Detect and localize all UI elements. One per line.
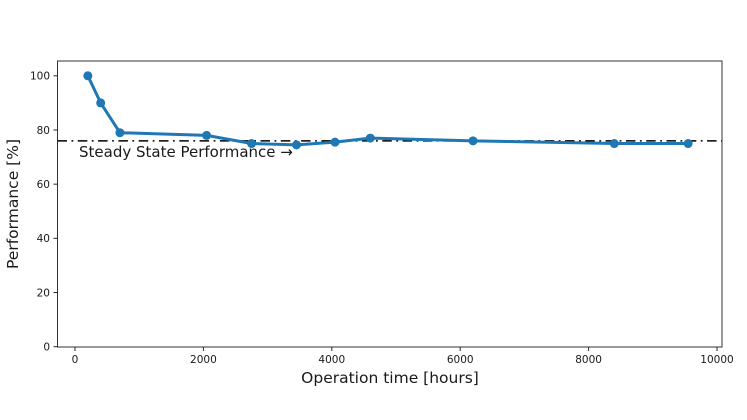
data-point-marker (202, 130, 212, 140)
data-point-marker (683, 139, 693, 149)
x-tick-label: 8000 (575, 354, 602, 366)
data-point-marker (330, 137, 340, 147)
y-tick-label: 0 (43, 342, 50, 354)
data-point-marker (247, 139, 257, 149)
ticks-layer: 0 2000 4000 6000 8000 10000 0 20 40 60 80 100 (30, 71, 734, 366)
x-axis-label: Operation time [hours] (301, 369, 479, 387)
data-point-marker (365, 133, 375, 143)
x-tick-label: 4000 (318, 354, 345, 366)
y-tick-label: 40 (37, 233, 50, 245)
y-tick-label: 80 (37, 125, 50, 137)
y-tick-label: 60 (37, 179, 50, 191)
data-point-marker (291, 140, 301, 150)
data-point-marker (115, 128, 125, 138)
steady-state-annotation: Steady State Performance → (79, 143, 293, 161)
y-axis-label: Performance [%] (4, 139, 22, 269)
data-point-marker (609, 139, 619, 149)
x-tick-label: 0 (72, 354, 79, 366)
data-point-marker (83, 71, 93, 81)
x-tick-label: 6000 (447, 354, 474, 366)
y-tick-label: 100 (30, 71, 50, 83)
data-point-marker (468, 136, 478, 146)
data-point-marker (96, 98, 106, 108)
data-series-layer (83, 71, 693, 150)
x-tick-label: 10000 (700, 354, 733, 366)
axes-frame (57, 60, 723, 348)
x-tick-label: 2000 (190, 354, 217, 366)
performance-line (86, 74, 690, 147)
y-tick-label: 20 (37, 287, 50, 299)
